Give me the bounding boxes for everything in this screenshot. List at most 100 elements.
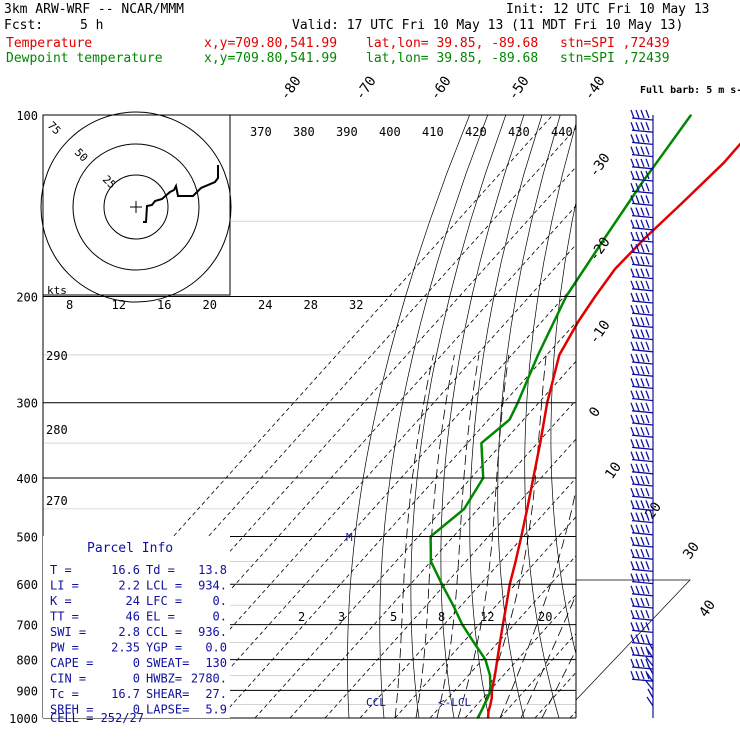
wind-barb-flag bbox=[630, 487, 635, 497]
wind-barb-flag bbox=[630, 268, 635, 277]
wind-barb-flag bbox=[640, 585, 645, 595]
wind-barb-flag bbox=[630, 158, 635, 168]
parcel-key-2: LCL = bbox=[146, 579, 182, 593]
wind-barb-flag bbox=[630, 536, 635, 546]
wind-barb-flag bbox=[635, 487, 640, 497]
wind-barb bbox=[630, 231, 654, 243]
parcel-value-1: 2.35 bbox=[111, 641, 140, 655]
wind-barb-flag bbox=[640, 524, 645, 534]
dewpoint-xy: x,y=709.80,541.99 bbox=[204, 51, 338, 66]
wind-barb bbox=[630, 207, 654, 219]
wind-barb-shaft bbox=[631, 214, 654, 219]
wind-barb-flag bbox=[635, 341, 640, 351]
wind-barb-flag bbox=[630, 195, 635, 204]
parcel-key-2: LAPSE= bbox=[146, 703, 189, 717]
parcel-key-1: SREH = bbox=[50, 703, 93, 717]
wind-barb-flag bbox=[635, 280, 640, 290]
wind-barb bbox=[630, 121, 654, 133]
theta-e-label: 410 bbox=[422, 125, 444, 139]
dewpoint-legend: Dewpoint temperature bbox=[6, 51, 163, 66]
isotherm-line bbox=[184, 282, 576, 718]
dry-adiabat bbox=[735, 115, 740, 718]
wind-barb-flag bbox=[635, 243, 640, 253]
parcel-key-2: HWBZ= bbox=[146, 672, 182, 686]
wind-barb-flag bbox=[645, 341, 650, 351]
wind-barb-flag bbox=[635, 170, 640, 180]
wind-barb-flag bbox=[640, 207, 645, 216]
wind-barb-flag bbox=[630, 292, 635, 302]
wind-barb-flag bbox=[630, 524, 635, 534]
wind-barb bbox=[630, 134, 654, 146]
temperature-profile-point bbox=[499, 641, 501, 644]
wind-barb-flag bbox=[645, 280, 650, 290]
isotherm-line bbox=[149, 244, 576, 718]
wind-barb-flag bbox=[630, 170, 635, 180]
temperature-profile-point bbox=[644, 237, 646, 239]
dry-adiabat bbox=[469, 115, 543, 718]
ccl-marker: CCL bbox=[366, 696, 386, 709]
wind-barb-flag bbox=[630, 500, 635, 509]
theta-e-label: 430 bbox=[508, 125, 530, 139]
wind-barb-flag bbox=[635, 304, 640, 314]
parcel-value-2: 27. bbox=[205, 687, 227, 701]
wind-barb bbox=[630, 426, 654, 438]
m-marker: M bbox=[346, 531, 353, 544]
wind-barb bbox=[630, 195, 654, 207]
wind-barb-flag bbox=[645, 146, 650, 155]
parcel-value-2: 5.9 bbox=[205, 703, 227, 717]
dry-adiabat bbox=[648, 115, 734, 718]
wind-barb-flag bbox=[645, 304, 650, 314]
dewpoint-profile-point bbox=[480, 710, 482, 713]
dewpoint-profile-point bbox=[473, 641, 475, 644]
wind-barb bbox=[630, 268, 654, 280]
mixing-ratio-label-upper: 8 bbox=[66, 298, 73, 312]
wind-barb-flag bbox=[640, 195, 645, 204]
wind-barb bbox=[630, 402, 654, 414]
wind-barb-flag bbox=[630, 304, 635, 314]
wind-barb-flag bbox=[635, 548, 640, 558]
parcel-key-2: CCL = bbox=[146, 625, 182, 639]
wind-barb bbox=[630, 548, 654, 560]
wind-barb-flag bbox=[640, 304, 645, 314]
wind-barb-flag bbox=[630, 353, 635, 363]
wind-barb-flag bbox=[640, 182, 645, 192]
wind-barb-flag bbox=[645, 231, 650, 241]
wind-barb-shaft bbox=[631, 373, 654, 377]
isotherm-line bbox=[464, 594, 576, 718]
pressure-label-900: 900 bbox=[16, 684, 38, 698]
wind-barb-flag bbox=[645, 573, 650, 582]
wind-barb-flag bbox=[635, 390, 640, 399]
mixing-ratio-label-lower: 20 bbox=[538, 610, 552, 624]
wind-barb-flag bbox=[640, 463, 645, 473]
parcel-value-2: 0. bbox=[213, 610, 227, 624]
temperature-profile-point bbox=[494, 674, 496, 677]
wind-barb-shaft bbox=[631, 532, 654, 536]
temperature-profile-point bbox=[491, 696, 493, 699]
wind-barb-flag bbox=[630, 243, 635, 253]
isotherm-label-right: 0 bbox=[586, 404, 604, 420]
wind-barb-shaft bbox=[631, 483, 654, 487]
pressure-label-600: 600 bbox=[16, 578, 38, 592]
wind-barb-flag bbox=[640, 573, 645, 582]
parcel-key-1: K = bbox=[50, 594, 72, 608]
parcel-value-1: 16.6 bbox=[111, 563, 140, 577]
dewpoint-profile-point bbox=[480, 442, 483, 444]
mixing-ratio-label-lower: 2 bbox=[298, 610, 305, 624]
wind-barb-flag bbox=[640, 268, 645, 277]
wind-barb-shaft bbox=[631, 605, 654, 609]
dry-adiabat bbox=[497, 115, 561, 718]
parcel-value-2: 130 bbox=[205, 656, 227, 670]
theta-label: 290 bbox=[46, 349, 68, 363]
hodograph-ring-75 bbox=[40, 111, 232, 303]
wind-barb-low bbox=[646, 672, 654, 683]
moist-adiabat bbox=[499, 487, 576, 718]
wind-barb-flag bbox=[645, 500, 650, 509]
isotherm-line bbox=[429, 555, 576, 718]
wind-barb bbox=[630, 500, 654, 512]
wind-barb-flag bbox=[630, 585, 635, 595]
parcel-key-1: Tc = bbox=[50, 687, 79, 701]
wind-barb-low bbox=[646, 696, 654, 707]
theta-e-label: 380 bbox=[293, 125, 315, 139]
mixing-ratio-label-lower: 3 bbox=[338, 610, 345, 624]
wind-barb-flag bbox=[640, 500, 645, 509]
